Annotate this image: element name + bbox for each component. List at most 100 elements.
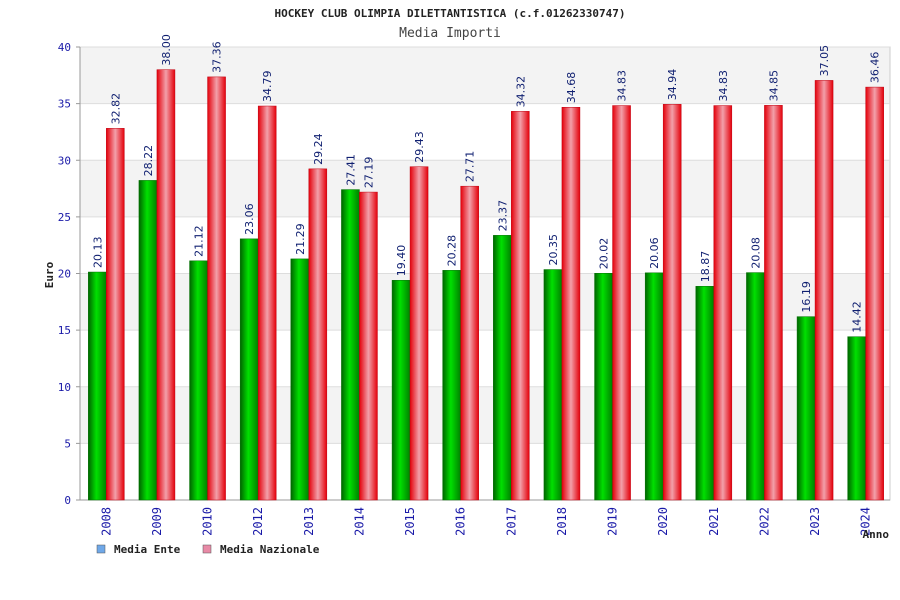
- bar-media-ente: [239, 238, 259, 501]
- bar-value-label: 37.36: [211, 41, 224, 73]
- legend-swatch-media-nazionale: [202, 544, 212, 554]
- bar-media-ente: [189, 260, 208, 501]
- legend-swatch-media-ente: [96, 544, 106, 554]
- bar-value-label: 27.71: [464, 151, 477, 183]
- y-tick-label: 0: [64, 494, 71, 507]
- bar-media-nazionale: [257, 105, 277, 501]
- bar-value-label: 16.19: [800, 281, 813, 313]
- bar-value-label: 27.19: [362, 157, 375, 189]
- bar-media-nazionale: [409, 166, 429, 501]
- bar-value-label: 27.41: [344, 154, 357, 186]
- x-tick-label: 2012: [251, 507, 265, 536]
- y-tick-label: 25: [58, 211, 71, 224]
- bar-value-label: 20.13: [91, 237, 104, 269]
- bar-value-label: 28.22: [142, 145, 155, 177]
- y-tick-label: 5: [64, 437, 71, 450]
- bar-media-nazionale: [460, 185, 479, 501]
- x-tick-label: 2015: [403, 507, 417, 536]
- bar-value-label: 34.83: [616, 70, 629, 102]
- bar-media-ente: [88, 271, 107, 501]
- y-tick-label: 40: [58, 41, 71, 54]
- bar-media-nazionale: [359, 191, 378, 501]
- bar-value-label: 20.06: [648, 237, 661, 269]
- x-tick-label: 2009: [150, 507, 164, 536]
- chart-subtitle: Media Importi: [399, 26, 501, 41]
- x-axis-label: Anno: [863, 528, 890, 541]
- y-axis-ticks: 0 5 10 15 20 25 30 35 40: [58, 41, 71, 507]
- bar-value-label: 20.28: [446, 235, 459, 267]
- x-tick-label: 2021: [707, 507, 721, 536]
- bar-value-label: 19.40: [395, 245, 408, 277]
- y-tick-label: 15: [58, 324, 71, 337]
- bar-value-label: 34.79: [261, 71, 274, 103]
- bar-value-label: 18.87: [699, 251, 712, 283]
- bar-media-ente: [341, 189, 360, 501]
- bar-media-ente: [290, 258, 310, 501]
- bar-media-ente: [543, 269, 563, 501]
- bar-value-label: 20.35: [547, 234, 560, 266]
- bar-value-label: 23.06: [243, 203, 256, 235]
- x-tick-label: 2008: [99, 507, 113, 536]
- bar-media-nazionale: [561, 106, 581, 501]
- x-tick-label: 2013: [302, 507, 316, 536]
- x-tick-label: 2016: [454, 507, 468, 536]
- legend-label-media-nazionale: Media Nazionale: [220, 543, 320, 556]
- bar-media-ente: [493, 235, 512, 501]
- bar-media-nazionale: [156, 69, 176, 501]
- bar-media-nazionale: [814, 80, 834, 501]
- bar-media-ente: [695, 286, 715, 501]
- x-axis-ticks: 2008 2009 2010 2012 2013 2014 2015 2016 2017 2018…: [99, 507, 872, 536]
- bar-value-label: 29.24: [312, 133, 325, 165]
- x-tick-label: 2023: [808, 507, 822, 536]
- bar-value-label: 34.83: [717, 70, 730, 102]
- bar-media-ente: [746, 272, 765, 501]
- bar-media-nazionale: [207, 76, 226, 501]
- bar-value-label: 34.68: [565, 72, 578, 104]
- x-tick-label: 2010: [201, 507, 215, 536]
- bar-value-label: 21.12: [193, 225, 206, 257]
- bar-media-ente: [644, 272, 664, 501]
- bar-value-label: 36.46: [869, 52, 882, 84]
- bar-media-nazionale: [764, 105, 783, 501]
- bar-media-ente: [847, 336, 866, 501]
- x-tick-label: 2022: [757, 507, 771, 536]
- bar-value-label: 38.00: [160, 34, 173, 66]
- legend-label-media-ente: Media Ente: [114, 543, 181, 556]
- bar-media-ente: [594, 273, 613, 501]
- bar-media-nazionale: [865, 86, 884, 501]
- y-tick-label: 20: [58, 268, 71, 281]
- y-axis-label: Euro: [43, 261, 56, 288]
- bar-media-nazionale: [511, 111, 530, 501]
- bar-value-label: 34.94: [666, 69, 679, 101]
- bar-media-nazionale: [612, 105, 631, 501]
- bar-media-nazionale: [106, 128, 125, 501]
- bar-value-label: 14.42: [851, 301, 864, 333]
- bar-media-nazionale: [308, 168, 328, 501]
- bar-media-nazionale: [713, 105, 733, 501]
- bar-media-ente: [796, 316, 816, 501]
- bar-value-label: 20.08: [749, 237, 762, 269]
- bar-media-ente: [138, 180, 158, 501]
- bar-value-label: 29.43: [413, 131, 426, 163]
- bars: [88, 69, 884, 501]
- x-tick-label: 2017: [504, 507, 518, 536]
- bar-media-ente: [442, 270, 461, 501]
- y-tick-label: 30: [58, 154, 71, 167]
- bar-value-label: 34.32: [514, 76, 527, 108]
- y-tick-label: 35: [58, 98, 71, 111]
- bar-value-label: 21.29: [294, 223, 307, 255]
- bar-value-label: 34.85: [767, 70, 780, 102]
- bar-media-nazionale: [662, 104, 682, 501]
- x-tick-label: 2020: [656, 507, 670, 536]
- bar-value-label: 23.37: [496, 200, 509, 232]
- x-tick-label: 2018: [555, 507, 569, 536]
- bar-value-label: 20.02: [598, 238, 611, 270]
- legend: Media Ente Media Nazionale: [96, 543, 320, 556]
- bar-media-ente: [391, 280, 411, 501]
- bar-value-label: 32.82: [109, 93, 122, 125]
- chart-title: HOCKEY CLUB OLIMPIA DILETTANTISTICA (c.f…: [275, 7, 626, 20]
- x-tick-label: 2024: [859, 507, 873, 536]
- bar-value-labels: 20.13 32.82 28.22 38.00 21.12 37.36 23.06 34.79…: [91, 34, 881, 333]
- x-tick-label: 2019: [606, 507, 620, 536]
